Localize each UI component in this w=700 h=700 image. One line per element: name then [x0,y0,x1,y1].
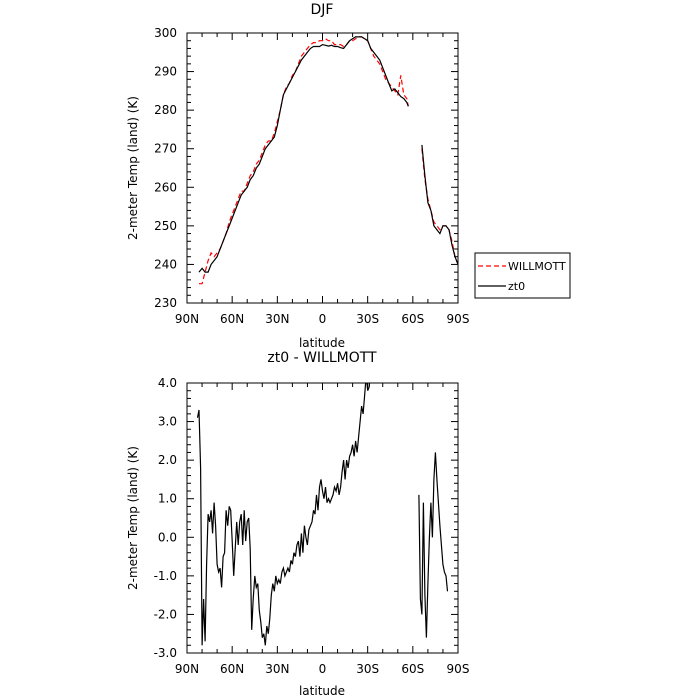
legend-box [474,252,571,299]
bottom-x-tick-label: 0 [319,662,327,676]
bottom-series-zt0-willmott-line [196,383,375,646]
top-y-tick-label: 280 [154,103,177,117]
bottom-y-tick-label: 3.0 [158,415,177,429]
bottom-y-tick-label: 2.0 [158,453,177,467]
bottom-chart-frame [186,382,459,654]
top-chart-frame [186,32,459,304]
top-y-tick-label: 250 [154,219,177,233]
top-x-tick-label: 90N [175,312,199,326]
top-y-tick-label: 260 [154,180,177,194]
bottom-y-tick-label: -2.0 [154,607,177,621]
bottom-chart-title: zt0 - WILLMOTT [267,350,377,366]
bottom-x-tick-label: 30S [356,662,379,676]
top-chart-ylabel: 2-meter Temp (land) (K) [126,96,140,240]
legend: WILLMOTT zt0 [474,252,571,299]
bottom-x-tick-label: 60S [401,662,424,676]
top-series-willmott-line [199,36,409,285]
bottom-y-tick-label: -3.0 [154,646,177,660]
top-y-tick-label: 300 [154,26,177,40]
top-x-tick-label: 0 [319,312,327,326]
top-y-tick-label: 290 [154,65,177,79]
bottom-x-tick-label: 30N [265,662,289,676]
top-y-tick-label: 240 [154,257,177,271]
bottom-x-tick-label: 60N [220,662,244,676]
top-series-zt0-line [198,36,409,273]
bottom-y-tick-label: 4.0 [158,376,177,390]
bottom-x-tick-label: 90N [175,662,199,676]
bottom-y-tick-label: 0.0 [158,530,177,544]
bottom-chart-plot-area: 90N 60N 30N 0 30S 60S 90S -3.0 -2.0 -1.0 0.0 1.0 2.0… [154,376,470,676]
top-x-tick-label: 30S [356,312,379,326]
bottom-y-tick-label: -1.0 [154,569,177,583]
legend-label-willmott: WILLMOTT [508,260,566,273]
top-x-tick-label: 30N [265,312,289,326]
top-chart-xlabel: latitude [299,336,345,350]
top-x-tick-label: 60S [401,312,424,326]
top-x-tick-label: 90S [447,312,470,326]
top-series-zt0-line [421,144,458,265]
top-y-tick-label: 230 [154,296,177,310]
top-chart-plot-area: 90N 60N 30N 0 30S 60S 90S 230 240 250 260 270 280 290… [154,26,469,326]
bottom-series-zt0-willmott-line [418,452,449,638]
top-chart-title: DJF [311,2,334,18]
top-y-tick-label: 270 [154,142,177,156]
bottom-y-tick-label: 1.0 [158,492,177,506]
bottom-chart-xlabel: latitude [299,684,345,698]
top-x-tick-label: 60N [220,312,244,326]
bottom-x-tick-label: 90S [447,662,470,676]
legend-label-zt0: zt0 [508,280,525,293]
bottom-chart-ylabel: 2-meter Temp (land) (K) [126,446,140,590]
